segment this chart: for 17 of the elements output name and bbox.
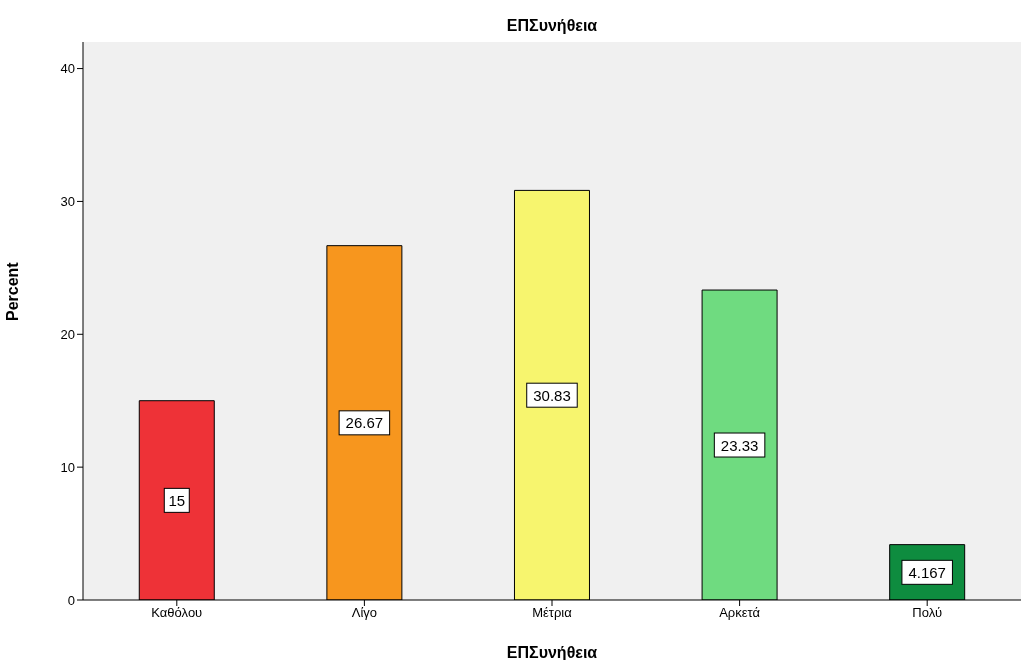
- y-axis-title: Percent: [3, 261, 21, 321]
- y-tick-label: 30: [60, 194, 75, 210]
- y-tick-label: 20: [60, 326, 75, 342]
- x-tick-label: Καθόλου: [151, 605, 203, 621]
- data-label: 26.67: [345, 414, 384, 432]
- data-label: 15: [168, 491, 186, 509]
- x-tick-label: Πολύ: [912, 605, 943, 621]
- chart-title: ΕΠΣυνήθεια: [505, 17, 599, 35]
- y-tick-label: 10: [60, 459, 75, 475]
- y-tick-label: 0: [67, 592, 75, 608]
- data-label: 30.83: [533, 386, 571, 404]
- y-tick-label: 40: [60, 61, 75, 77]
- x-tick-label: Μέτρια: [532, 605, 573, 621]
- x-tick-label: Αρκετά: [719, 605, 761, 621]
- x-tick-label: Λίγο: [351, 605, 378, 621]
- data-label: 23.33: [720, 436, 759, 454]
- data-label: 4.167: [908, 563, 946, 581]
